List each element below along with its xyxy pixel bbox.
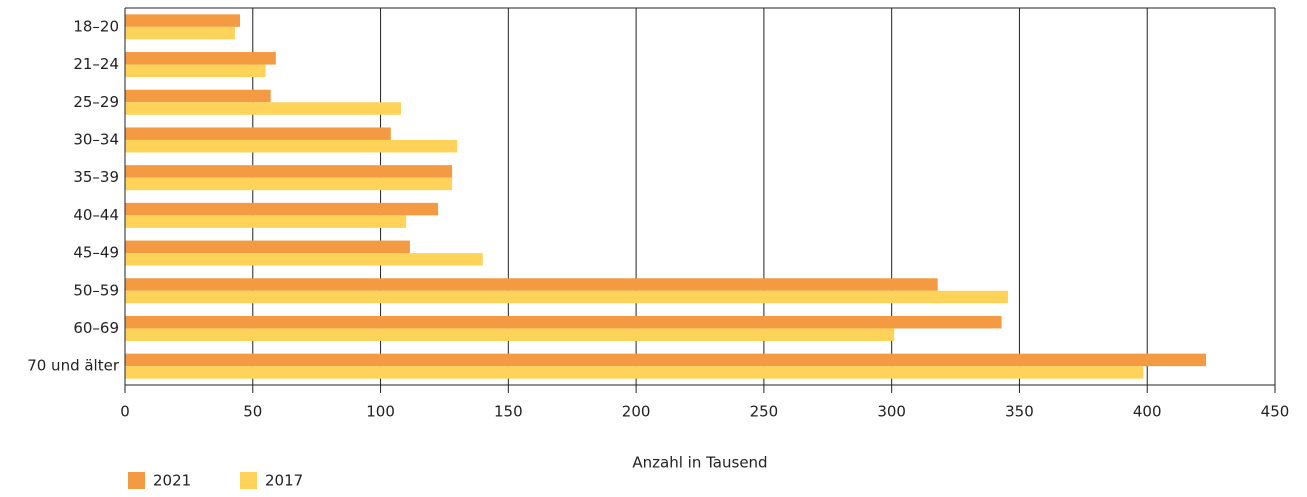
y-tick-label: 70 und älter [27,357,120,375]
bar [125,253,483,266]
bar [125,127,391,140]
bar [125,102,401,115]
legend-swatch [240,472,257,489]
bar [125,328,895,341]
bar [125,89,271,103]
bar [125,52,276,65]
y-tick-label: 35–39 [73,168,119,186]
x-tick-label: 350 [1005,403,1034,421]
x-tick-label: 100 [366,403,395,421]
legend-label: 2017 [265,472,303,490]
y-tick-label: 50–59 [73,281,119,299]
bar [125,139,458,153]
y-tick-label: 21–24 [73,55,119,73]
y-tick-label: 40–44 [73,206,119,224]
x-tick-label: 0 [120,403,130,421]
x-tick-label: 300 [877,403,906,421]
legend-label: 2021 [153,472,191,490]
y-tick-label: 60–69 [73,319,119,337]
x-tick-label: 450 [1261,403,1290,421]
x-axis-label: Anzahl in Tausend [632,454,767,472]
x-tick-label: 400 [1133,403,1162,421]
legend-swatch [128,472,145,489]
x-tick-label: 200 [622,403,651,421]
x-tick-label: 250 [750,403,779,421]
bar [125,278,938,291]
bar [125,315,1002,329]
y-tick-label: 30–34 [73,130,119,148]
bar [125,290,1008,304]
bar [125,26,235,40]
bar [125,165,453,178]
y-tick-label: 45–49 [73,244,119,262]
bar [125,240,410,254]
bar [125,177,453,191]
y-tick-label: 18–20 [73,17,119,35]
x-tick-label: 50 [243,403,262,421]
bar [125,14,240,27]
y-tick-label: 25–29 [73,93,119,111]
bar [125,202,439,216]
bar [125,366,1144,379]
bar [125,353,1206,367]
bar [125,64,266,78]
bar [125,215,407,228]
x-tick-label: 150 [494,403,523,421]
